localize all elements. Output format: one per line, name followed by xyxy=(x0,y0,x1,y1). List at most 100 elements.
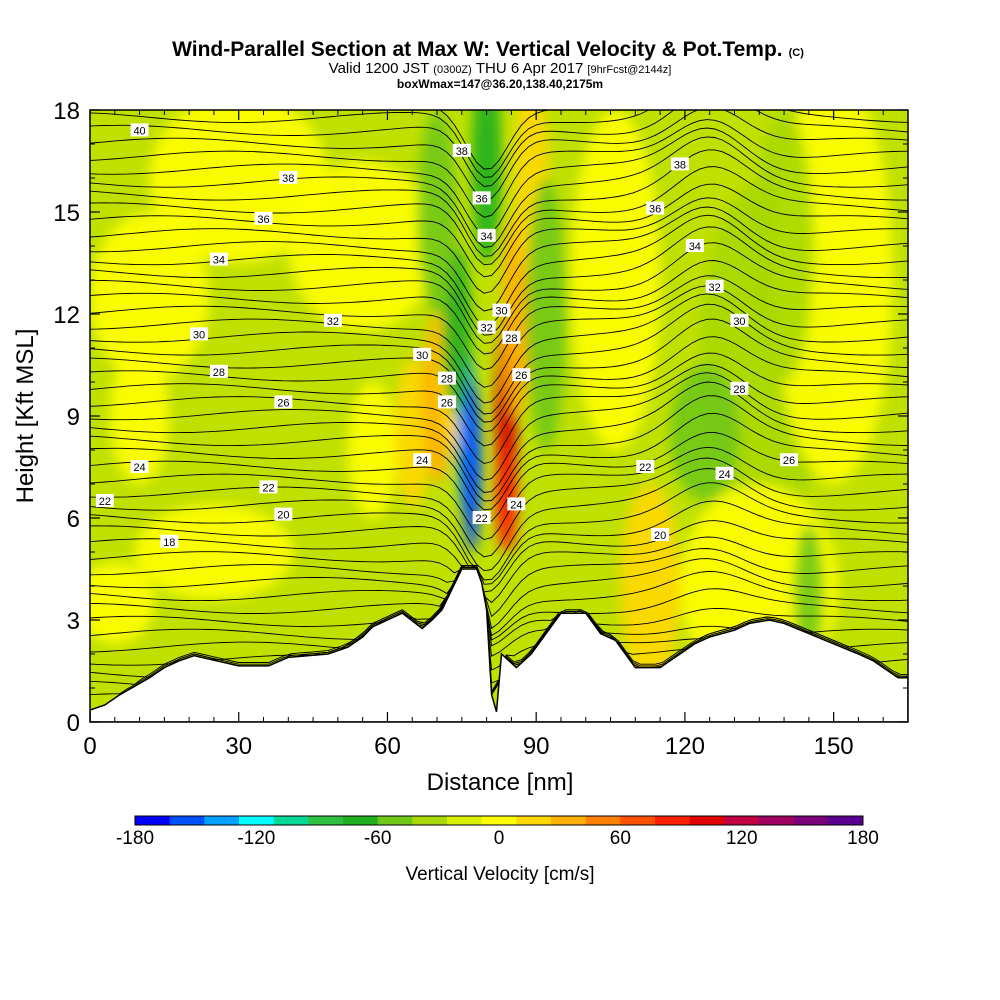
theta-contour-32 xyxy=(90,260,908,355)
contour-label-26: 38 xyxy=(670,157,689,171)
contour-label-9: 22 xyxy=(259,480,278,494)
svg-text:22: 22 xyxy=(262,482,274,494)
svg-text:26: 26 xyxy=(441,397,453,409)
svg-text:30: 30 xyxy=(495,306,507,318)
contour-label-34: 24 xyxy=(715,466,734,481)
svg-text:30: 30 xyxy=(416,350,428,362)
theta-contour-25 xyxy=(90,352,908,447)
contour-labels: 4038363432302826242222201838363430322830… xyxy=(95,123,799,549)
velocity-cell-4 xyxy=(288,161,438,331)
colorbar-swatch-17 xyxy=(724,816,760,825)
svg-text:38: 38 xyxy=(282,173,294,185)
velocity-cell-27 xyxy=(570,110,661,450)
contour-label-19: 30 xyxy=(413,347,432,362)
contour-label-8: 24 xyxy=(130,460,149,474)
contour-label-17: 32 xyxy=(477,320,496,335)
svg-text:30: 30 xyxy=(733,316,745,328)
contour-label-7: 26 xyxy=(274,395,293,409)
theta-contour-47 xyxy=(169,110,881,170)
svg-text:26: 26 xyxy=(783,455,795,467)
theta-contour-20 xyxy=(90,412,908,511)
svg-text:24: 24 xyxy=(133,462,145,474)
colorbar-swatch-20 xyxy=(828,816,864,825)
chart-box-info: boxWmax=147@36.20,138.40,2175m xyxy=(397,77,603,91)
chart-title: Wind-Parallel Section at Max W: Vertical… xyxy=(172,38,804,61)
svg-text:26: 26 xyxy=(277,397,289,409)
theta-contour-29 xyxy=(90,293,908,404)
contour-label-24: 22 xyxy=(472,511,491,525)
velocity-cell-11 xyxy=(394,358,430,508)
contour-label-13: 38 xyxy=(452,143,471,158)
svg-text:32: 32 xyxy=(709,282,721,294)
contour-label-30: 30 xyxy=(730,313,749,328)
colorbar-swatch-12 xyxy=(551,816,587,825)
terrain-mask xyxy=(90,568,908,722)
contour-label-4: 32 xyxy=(323,313,342,328)
contour-label-12: 18 xyxy=(160,534,179,549)
colorbar-swatch-10 xyxy=(481,816,517,825)
y-tick-label-6: 6 xyxy=(67,506,80,533)
y-tick-label-3: 3 xyxy=(67,608,80,635)
contour-label-18: 28 xyxy=(502,330,521,345)
svg-text:36: 36 xyxy=(257,214,269,226)
svg-text:36: 36 xyxy=(649,204,661,216)
theta-contour-42 xyxy=(90,127,908,235)
contour-label-21: 26 xyxy=(512,368,531,382)
svg-text:32: 32 xyxy=(327,316,339,328)
svg-text:32: 32 xyxy=(480,323,492,335)
contour-label-11: 20 xyxy=(274,507,293,522)
contour-label-5: 30 xyxy=(190,327,209,341)
contour-label-29: 32 xyxy=(705,279,724,294)
svg-text:24: 24 xyxy=(718,469,730,481)
colorbar-swatch-0 xyxy=(135,816,171,825)
theta-contour-19 xyxy=(90,432,908,524)
colorbar-tick--180: -180 xyxy=(116,828,154,849)
x-tick-label-30: 30 xyxy=(225,733,252,760)
colorbar-swatch-15 xyxy=(655,816,691,825)
colorbar-swatch-7 xyxy=(377,816,413,825)
svg-text:26: 26 xyxy=(515,370,527,382)
contour-label-2: 36 xyxy=(254,211,273,226)
theta-contour-41 xyxy=(90,136,908,248)
svg-text:38: 38 xyxy=(456,146,468,158)
contour-label-0: 40 xyxy=(130,123,149,137)
theta-contour-45 xyxy=(90,110,908,187)
svg-text:24: 24 xyxy=(510,499,522,511)
theta-contour-33 xyxy=(90,242,908,344)
theta-contour-17 xyxy=(90,457,908,558)
colorbar-swatch-3 xyxy=(239,816,275,825)
colorbar-swatch-6 xyxy=(343,816,379,825)
theta-contour-36 xyxy=(90,206,908,312)
colorbar-swatch-8 xyxy=(412,816,448,825)
svg-text:20: 20 xyxy=(277,510,289,522)
svg-text:28: 28 xyxy=(441,374,453,386)
colorbar-swatch-18 xyxy=(759,816,795,825)
x-tick-label-90: 90 xyxy=(523,733,550,760)
colorbar-tick--120: -120 xyxy=(237,828,275,849)
theta-contour-9 xyxy=(90,568,908,637)
theta-contour-11 xyxy=(90,548,908,618)
colorbar-swatch-14 xyxy=(620,816,656,825)
x-tick-label-150: 150 xyxy=(814,733,854,760)
contour-label-6: 28 xyxy=(209,364,228,379)
svg-text:34: 34 xyxy=(213,255,225,267)
colorbar-swatch-13 xyxy=(585,816,621,825)
contour-label-28: 34 xyxy=(685,239,704,253)
theta-contour-31 xyxy=(90,275,908,370)
contour-label-35: 20 xyxy=(651,528,670,542)
contour-label-31: 28 xyxy=(730,381,749,396)
contour-label-20: 28 xyxy=(437,371,456,386)
colorbar-swatch-5 xyxy=(308,816,344,825)
contour-label-1: 38 xyxy=(279,171,298,185)
y-tick-label-0: 0 xyxy=(67,710,80,737)
theta-contour-15 xyxy=(90,482,908,581)
contour-label-27: 36 xyxy=(646,201,665,216)
contour-label-15: 34 xyxy=(477,228,496,243)
theta-contour-37 xyxy=(90,197,908,294)
theta-contour-30 xyxy=(90,285,908,388)
svg-text:28: 28 xyxy=(213,367,225,379)
svg-text:28: 28 xyxy=(733,384,745,396)
colorbar-swatch-1 xyxy=(169,816,205,825)
svg-text:28: 28 xyxy=(505,333,517,345)
theta-contour-5 xyxy=(90,565,908,671)
